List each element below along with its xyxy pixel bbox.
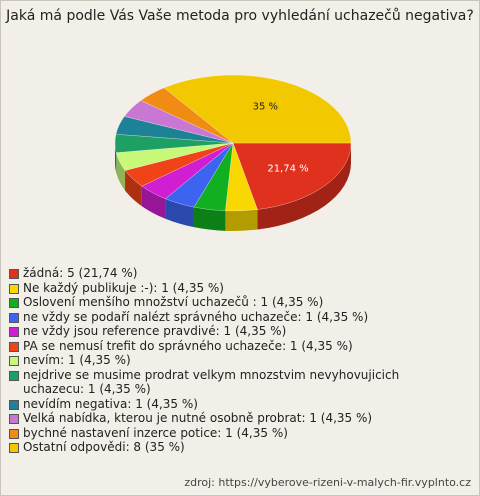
legend-item: nevím: 1 (4,35 %)	[9, 353, 464, 368]
legend-item: Velká nabídka, kterou je nutné osobně pr…	[9, 411, 464, 426]
legend-label: Ostatní odpovědi: 8 (35 %)	[23, 440, 185, 454]
legend-swatch	[9, 356, 19, 366]
legend-swatch	[9, 298, 19, 308]
legend-swatch	[9, 341, 19, 352]
slice-side	[116, 152, 126, 191]
legend-swatch	[9, 312, 19, 323]
legend-item: PA se nemusí trefit do správného uchazeč…	[9, 339, 464, 354]
legend-label: Ne každý publikuje :-): 1 (4,35 %)	[23, 280, 224, 295]
legend-swatch	[9, 327, 19, 337]
legend-label: žádná: 5 (21,74 %)	[23, 266, 138, 280]
legend-item: bychné nastavení inzerce potice: 1 (4,35…	[9, 426, 464, 441]
legend-item: Ne každý publikuje :-): 1 (4,35 %)	[9, 281, 464, 296]
data-label: 35 %	[253, 102, 278, 113]
source: zdroj: https://vyberove-rizeni-v-malych-…	[184, 476, 471, 489]
legend-swatch	[9, 283, 19, 294]
data-label: 21,74 %	[267, 164, 308, 175]
legend: žádná: 5 (21,74 %) Ne každý publikuje :-)…	[9, 266, 464, 455]
legend-item: ne vždy se podaří nalézt správného uchaz…	[9, 310, 464, 325]
legend-item: Oslovení menšího množství uchazečů : 1 (…	[9, 295, 464, 310]
slice-side	[115, 143, 117, 173]
legend-label: nejdrive se musime prodrat velkym mnozst…	[23, 367, 400, 397]
legend-swatch	[9, 370, 19, 381]
legend-swatch	[9, 269, 19, 279]
legend-item: Ostatní odpovědi: 8 (35 %)	[9, 440, 464, 455]
legend-swatch	[9, 399, 19, 410]
legend-label: bychné nastavení inzerce potice: 1 (4,35…	[23, 425, 288, 440]
legend-label: ne vždy se podaří nalézt správného uchaz…	[23, 309, 369, 324]
legend-swatch	[9, 428, 19, 439]
slice-side	[141, 186, 166, 219]
legend-label: Oslovení menšího množství uchazečů : 1 (…	[23, 295, 324, 309]
pie-area: 21,74 % 35 %	[114, 74, 352, 231]
legend-item: žádná: 5 (21,74 %)	[9, 266, 464, 281]
slice-side	[225, 209, 258, 231]
legend-label: ne vždy jsou reference pravdivé: 1 (4,35…	[23, 324, 287, 338]
legend-swatch	[9, 443, 19, 453]
legend-label: PA se nemusí trefit do správného uchazeč…	[23, 338, 353, 353]
legend-swatch	[9, 414, 19, 424]
legend-item: nejdrive se musime prodrat velkym mnozst…	[9, 368, 464, 397]
legend-item: nevídím negativa: 1 (4,35 %)	[9, 397, 464, 412]
legend-label: nevídím negativa: 1 (4,35 %)	[23, 396, 198, 411]
legend-item: ne vždy jsou reference pravdivé: 1 (4,35…	[9, 324, 464, 339]
slice	[232, 142, 352, 210]
slice-side	[193, 207, 226, 231]
legend-label: nevím: 1 (4,35 %)	[23, 353, 131, 367]
chart-title: Jaká má podle Vás Vaše metoda pro vyhled…	[6, 8, 474, 24]
legend-label: Velká nabídka, kterou je nutné osobně pr…	[23, 411, 373, 425]
slice-side	[125, 170, 142, 207]
slice	[163, 74, 352, 144]
slice-side	[165, 198, 194, 228]
slice-side	[257, 143, 351, 230]
